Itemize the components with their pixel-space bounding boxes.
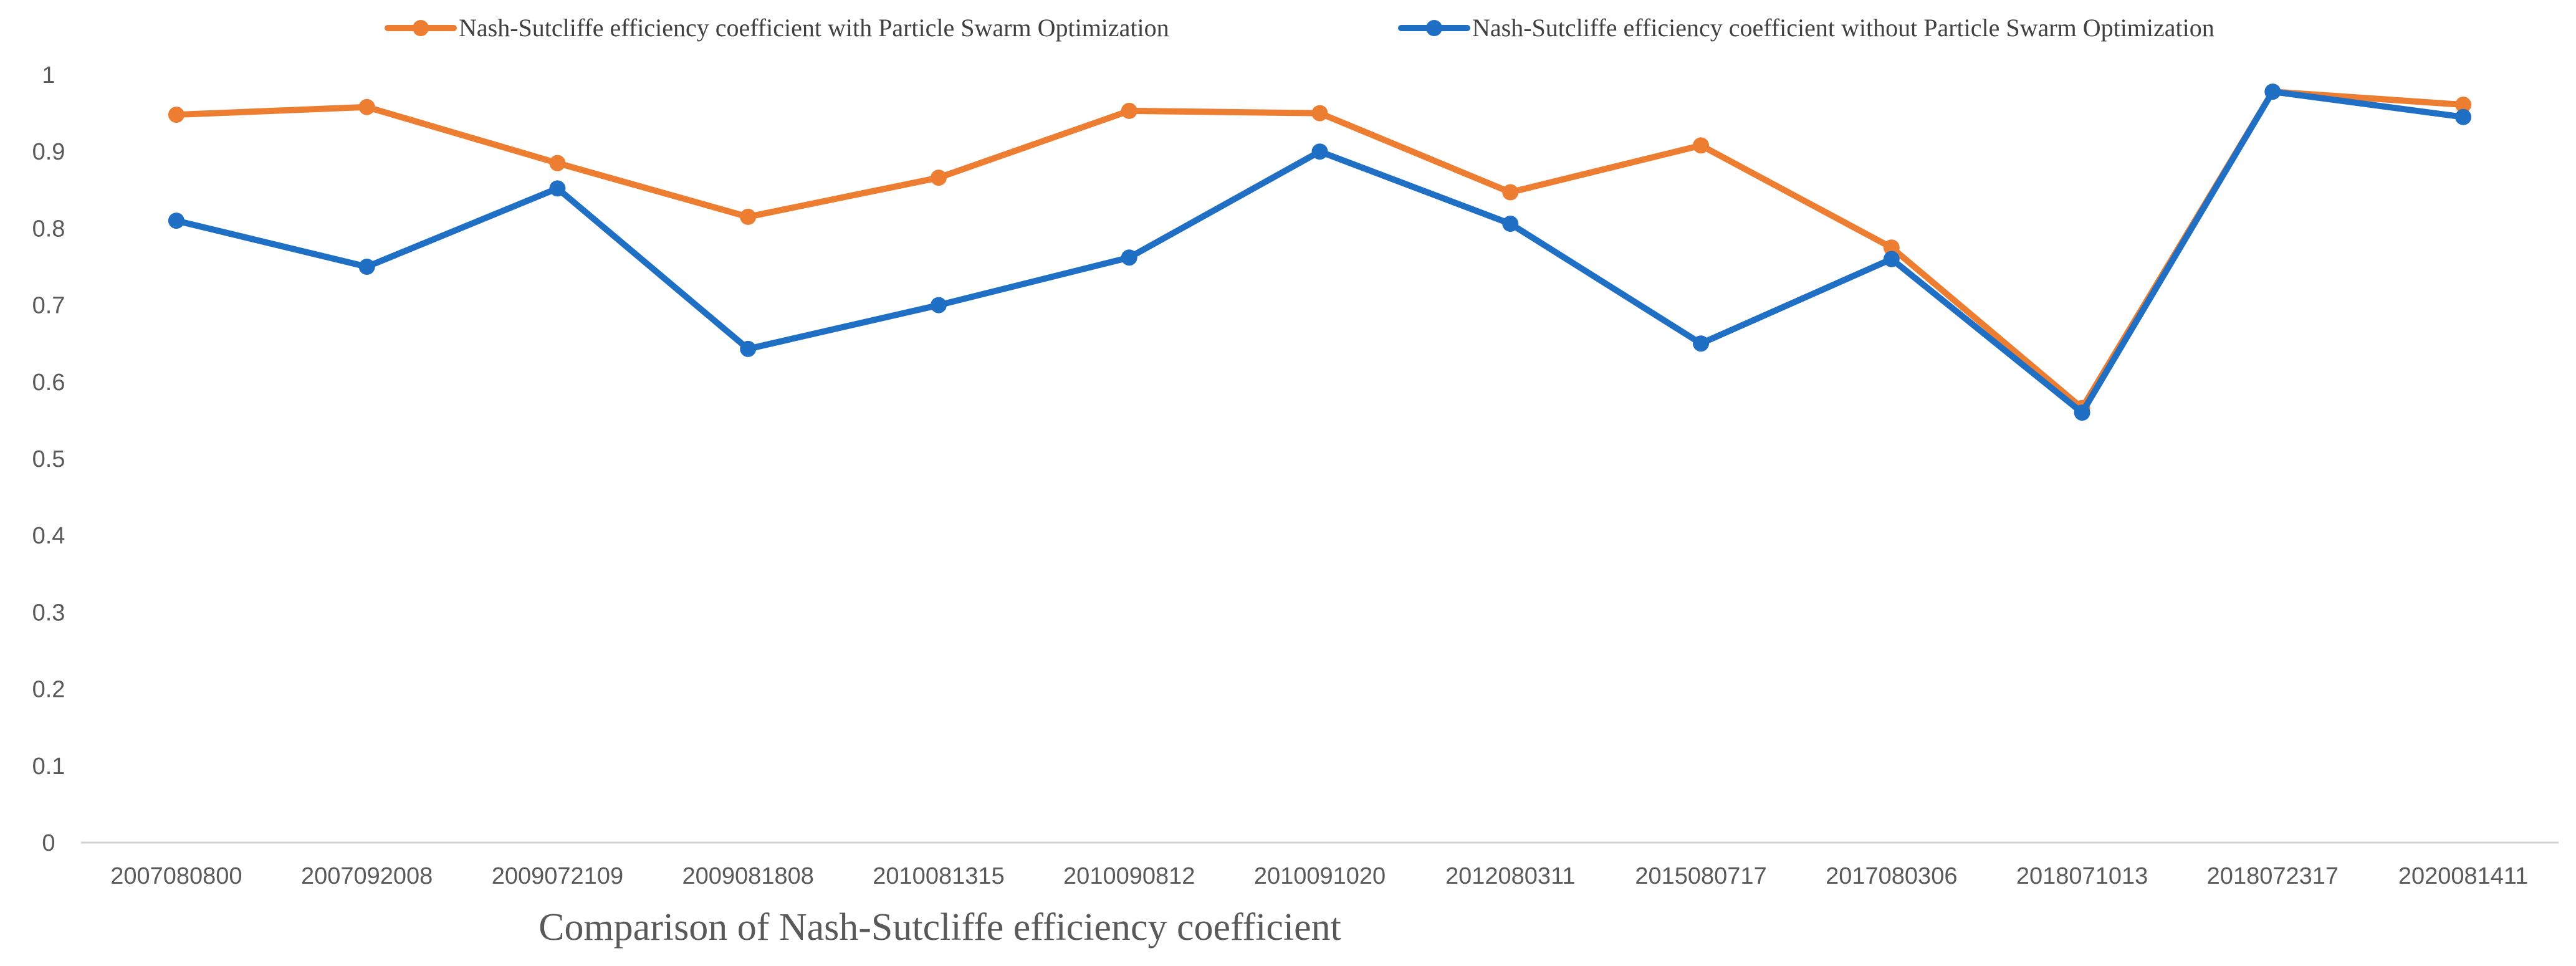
data-point <box>358 259 375 275</box>
x-tick-label: 2018071013 <box>2016 863 2148 889</box>
data-point <box>740 208 757 225</box>
x-tick-label: 2015080717 <box>1635 863 1766 889</box>
x-axis: 2007080800 2007092008 2009072109 2009081808… <box>81 841 2559 889</box>
y-axis: 0 0.1 0.2 0.3 0.4 0.5 0.6 0.7 0.8 0.9 1 <box>32 62 65 856</box>
series-line <box>173 88 2467 416</box>
legend-swatch-marker <box>413 20 429 36</box>
x-tick-label: 2007092008 <box>301 863 433 889</box>
series-with-pso <box>168 84 2472 416</box>
data-point <box>1502 216 1519 232</box>
x-tick-label: 2010081315 <box>873 863 1004 889</box>
y-tick-label: 1 <box>42 62 55 88</box>
data-point <box>1883 251 1900 267</box>
data-point <box>1693 137 1710 154</box>
legend-label: Nash-Sutcliffe efficiency coefficient wi… <box>459 14 1169 42</box>
y-tick-label: 0.2 <box>32 677 65 703</box>
x-tick-label: 2018072317 <box>2207 863 2339 889</box>
legend: Nash-Sutcliffe efficiency coefficient wi… <box>385 14 2214 42</box>
chart-title: Comparison of Nash-Sutcliffe efficiency … <box>539 906 1341 949</box>
data-point <box>2455 108 2472 125</box>
x-tick-label: 2010090812 <box>1063 863 1195 889</box>
legend-swatch-marker <box>1426 20 1442 36</box>
data-point <box>168 213 184 229</box>
x-tick-label: 2020081411 <box>2398 863 2529 889</box>
y-tick-label: 0.8 <box>32 216 65 242</box>
y-tick-label: 0.4 <box>32 523 65 549</box>
x-tick-label: 2009072109 <box>492 863 623 889</box>
data-point <box>1311 105 1328 122</box>
data-point <box>1311 143 1328 160</box>
data-point <box>2455 97 2472 113</box>
x-tick-label: 2007080800 <box>110 863 242 889</box>
data-point <box>1121 102 1137 119</box>
data-point <box>168 107 184 123</box>
legend-label: Nash-Sutcliffe efficiency coefficient wi… <box>1472 14 2214 42</box>
data-point <box>930 170 947 186</box>
x-tick-label: 2009081808 <box>682 863 814 889</box>
data-point <box>1502 184 1519 201</box>
series-layer <box>168 84 2472 421</box>
data-point <box>1883 239 1900 256</box>
y-tick-label: 0.9 <box>32 139 65 165</box>
data-point <box>549 155 566 171</box>
y-tick-label: 0.5 <box>32 446 65 472</box>
y-tick-label: 0.6 <box>32 370 65 396</box>
data-point <box>930 297 947 313</box>
data-point <box>740 340 757 357</box>
legend-item: Nash-Sutcliffe efficiency coefficient wi… <box>1398 14 2214 42</box>
x-tick-label: 2012080311 <box>1445 863 1576 889</box>
data-point <box>549 180 566 197</box>
legend-item: Nash-Sutcliffe efficiency coefficient wi… <box>385 14 1169 42</box>
data-point <box>1693 335 1710 352</box>
series-line <box>173 88 2467 411</box>
y-tick-label: 0.1 <box>32 753 65 780</box>
data-point <box>1121 249 1137 266</box>
y-tick-label: 0 <box>42 830 55 856</box>
data-point <box>2074 404 2090 421</box>
series-without-pso <box>168 84 2472 421</box>
data-point <box>2264 84 2281 100</box>
y-tick-label: 0.7 <box>32 293 65 319</box>
x-tick-label: 2010091020 <box>1254 863 1386 889</box>
data-point <box>358 98 375 115</box>
x-tick-label: 2017080306 <box>1826 863 1957 889</box>
y-tick-label: 0.3 <box>32 600 65 626</box>
